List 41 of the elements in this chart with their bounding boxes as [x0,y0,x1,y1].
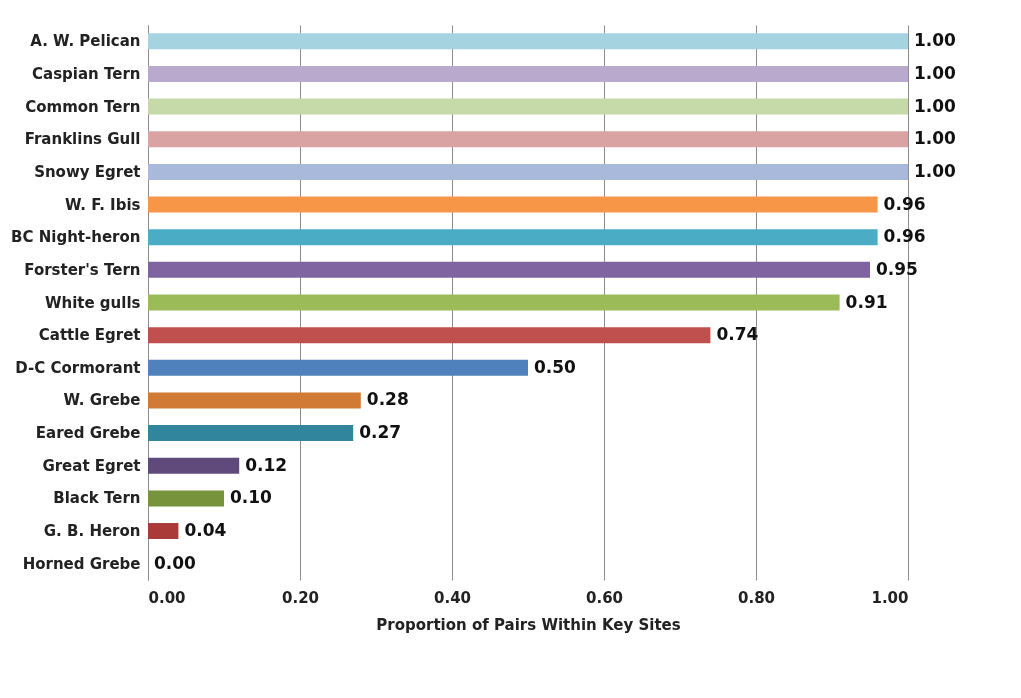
y-tick-label: Forster's Tern [24,260,141,279]
data-label: 0.12 [245,454,288,475]
y-tick-label: Cattle Egret [38,326,141,345]
y-tick-label: A. W. Pelican [30,32,141,51]
data-label: 0.04 [184,520,227,541]
data-label: 0.10 [230,487,273,508]
y-tick-label: Great Egret [42,456,141,475]
y-tick-label: W. Grebe [63,391,141,410]
y-tick-label: Caspian Tern [32,64,141,83]
data-label: 0.00 [154,552,197,573]
y-tick-label: D-C Cormorant [15,358,141,377]
data-label: 1.00 [914,62,957,83]
data-label: 0.96 [883,226,926,247]
y-tick-label: W. F. Ibis [64,195,141,214]
data-label: 0.91 [845,291,888,312]
y-tick-label: Franklins Gull [24,130,141,149]
data-label: 1.00 [914,30,957,51]
y-tick-label: White gulls [44,293,141,312]
x-tick-label: 0.80 [737,588,776,607]
x-axis-title: Proportion of Pairs Within Key Sites [376,615,681,634]
y-tick-label: Snowy Egret [34,162,141,181]
y-tick-label: Common Tern [25,97,141,116]
x-tick-label: 0.60 [585,588,624,607]
data-label: 0.96 [883,193,926,214]
data-label: 0.95 [876,258,918,279]
x-tick-label: 0.20 [281,588,320,607]
data-label: 1.00 [914,128,957,149]
x-tick-label: 0.40 [433,588,472,607]
data-label: 0.50 [534,356,577,377]
data-label: 1.00 [914,95,957,116]
data-label: 0.74 [716,324,759,345]
y-tick-label: BC Night-heron [11,228,141,247]
x-tick-label: 0.00 [148,588,186,607]
data-label: 0.27 [359,422,402,443]
y-tick-label: G. B. Heron [43,522,141,541]
y-tick-label: Eared Grebe [35,424,141,443]
data-label: 1.00 [914,160,957,181]
y-tick-label: Horned Grebe [22,554,141,573]
y-tick-label: Black Tern [53,489,141,508]
data-label: 0.28 [366,389,409,410]
x-tick-label: 1.00 [871,588,909,607]
